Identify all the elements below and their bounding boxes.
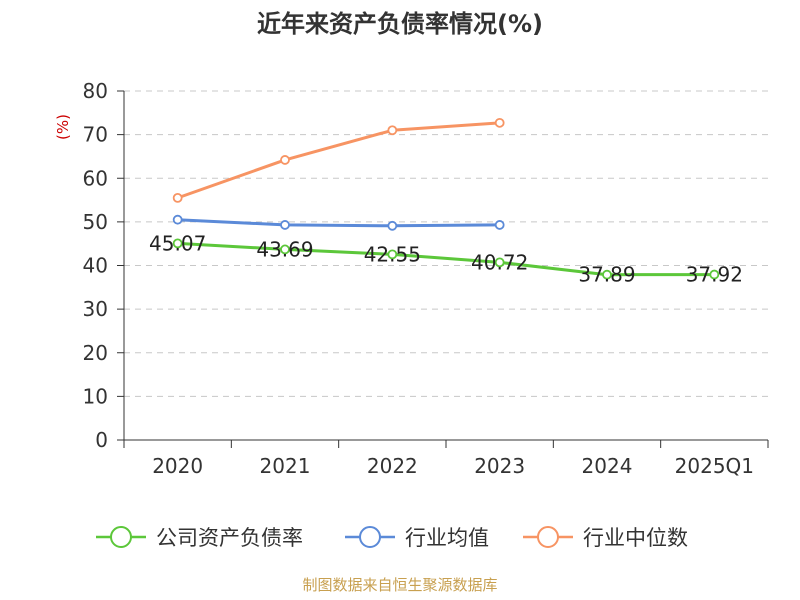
y-tick-label: 10 — [83, 384, 108, 408]
data-point — [387, 220, 398, 231]
data-point — [280, 244, 290, 255]
legend-marker — [359, 526, 381, 548]
y-tick-label: 70 — [83, 123, 108, 147]
y-tick-label: 50 — [83, 210, 108, 234]
x-tick-label: 2023 — [474, 454, 525, 478]
x-tick-label: 2022 — [367, 454, 418, 478]
legend-marker — [110, 526, 132, 548]
y-tick-label: 20 — [83, 341, 108, 365]
data-labels: 45.07 43.69 42.55 40.72 37.89 37.92 — [149, 231, 743, 286]
legend-label: 行业均值 — [405, 526, 489, 550]
data-point — [709, 269, 720, 280]
data-label: 40.72 — [471, 250, 528, 274]
data-point — [494, 220, 505, 230]
data-label: 45.07 — [149, 231, 206, 255]
series-lines — [172, 117, 720, 280]
grid-lines — [124, 90, 768, 397]
data-point — [280, 155, 290, 165]
data-point — [172, 192, 183, 203]
legend-label: 行业中位数 — [583, 526, 688, 550]
axes: 0 10 20 30 40 50 60 70 80 2020 2021 2022 2023 2024 202… — [83, 79, 769, 478]
chart-title: 近年来资产负债率情况(%) — [257, 10, 543, 38]
series-line-2 — [177, 121, 500, 200]
y-tick-label: 80 — [83, 79, 108, 103]
data-label: 37.92 — [686, 263, 743, 287]
data-point — [494, 117, 505, 128]
x-tick-label: 2020 — [152, 454, 203, 478]
x-tick-label: 2025Q1 — [675, 454, 754, 478]
data-label: 43.69 — [256, 237, 313, 261]
y-tick-label: 40 — [83, 254, 108, 278]
data-point — [602, 269, 612, 280]
series-line-1 — [177, 218, 500, 228]
data-point — [387, 125, 398, 136]
data-point — [172, 238, 183, 249]
x-tick-label: 2021 — [260, 454, 311, 478]
data-point — [172, 214, 183, 225]
data-label: 37.89 — [578, 263, 635, 287]
data-point — [280, 220, 290, 230]
y-tick-label: 0 — [95, 428, 108, 452]
y-tick-label: 30 — [83, 297, 108, 321]
x-tick-label: 2024 — [582, 454, 633, 478]
series-line-0 — [177, 241, 715, 277]
source-note: 制图数据来自恒生聚源数据库 — [302, 576, 497, 594]
data-point — [494, 257, 505, 268]
y-axis-unit: (%) — [54, 114, 72, 140]
legend-label: 公司资产负债率 — [156, 526, 303, 550]
y-tick-label: 60 — [83, 166, 108, 190]
legend: 公司资产负债率 行业均值 行业中位数 — [96, 526, 688, 550]
data-point — [387, 249, 398, 260]
legend-marker — [537, 526, 559, 548]
data-label: 42.55 — [364, 242, 421, 266]
